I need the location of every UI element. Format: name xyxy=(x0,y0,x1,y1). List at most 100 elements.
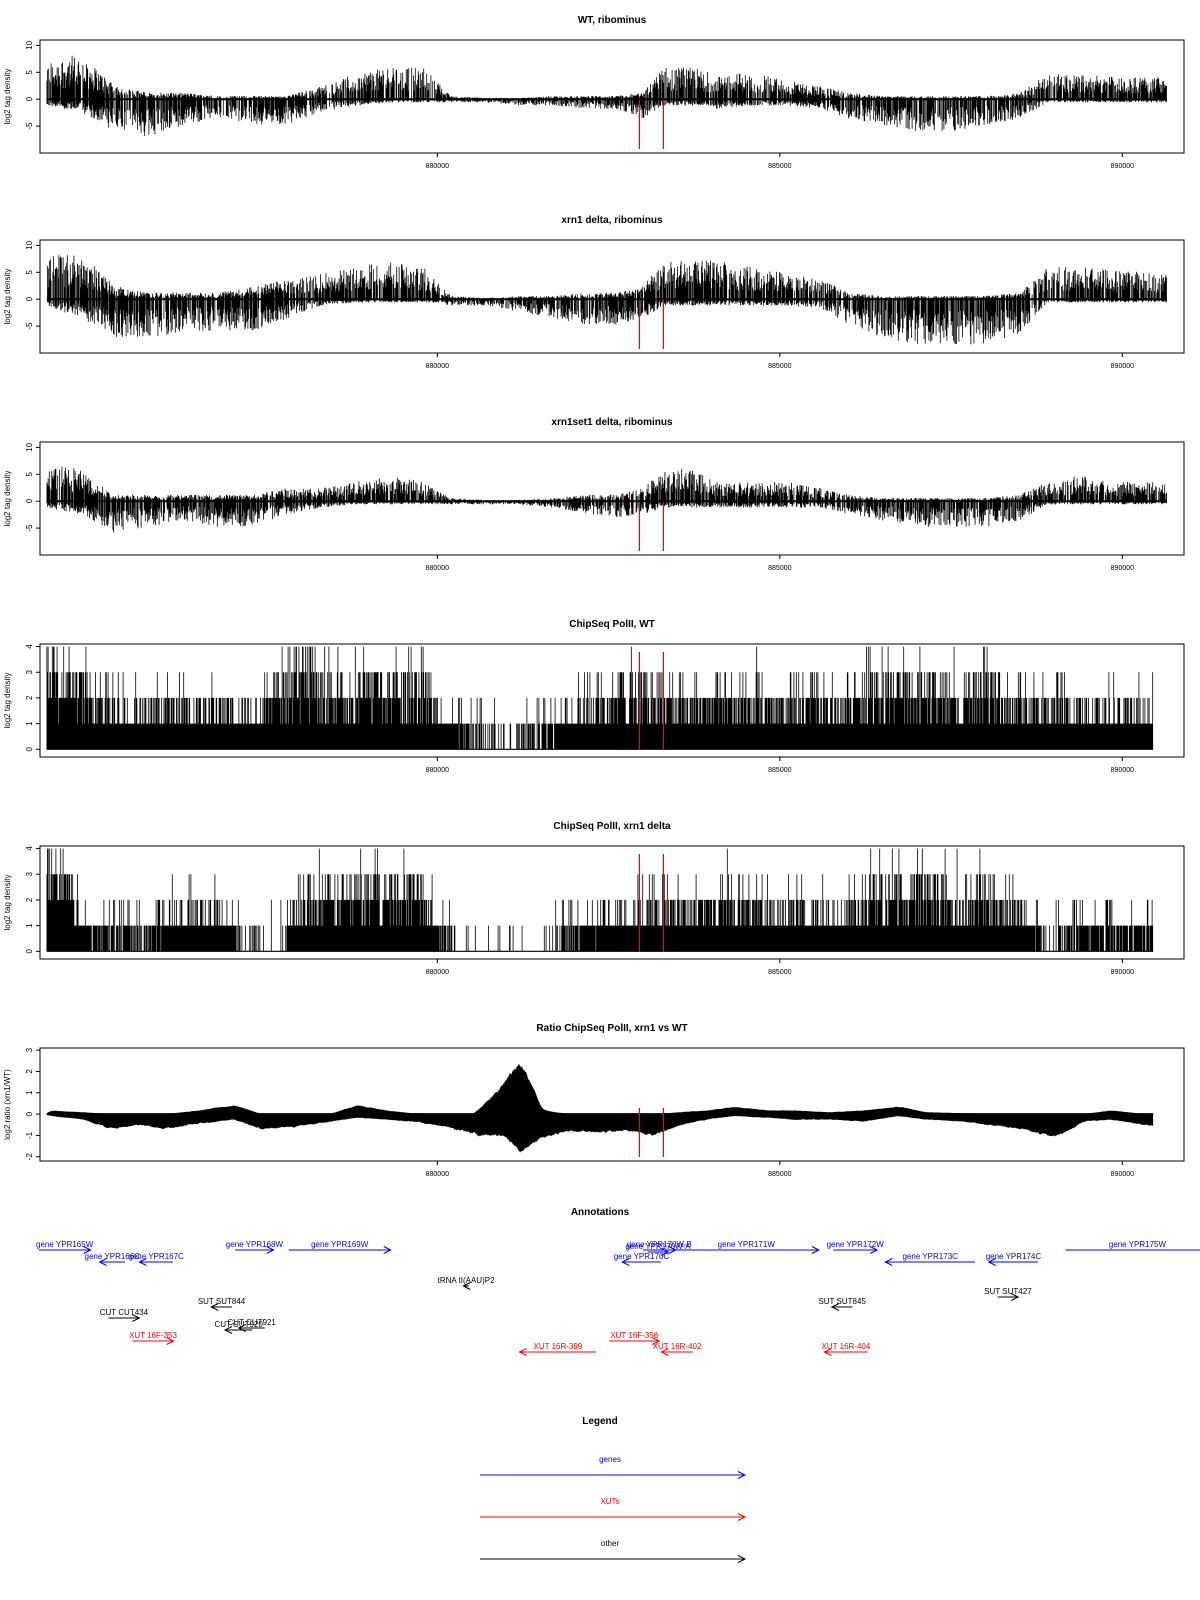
feature-label: gene YPR170W-B xyxy=(627,1240,692,1249)
x-tick-label: 880000 xyxy=(426,969,449,976)
feature-label: SUT SUT427 xyxy=(984,1287,1032,1296)
feature-arrow-head xyxy=(987,1258,996,1266)
feature-arrow-head xyxy=(83,1246,92,1254)
plot-frame xyxy=(39,643,1185,758)
panel-title: Ratio ChipSeq PolII, xrn1 vs WT xyxy=(536,1023,687,1034)
y-tick-label: -5 xyxy=(25,122,34,130)
x-tick-label: 890000 xyxy=(1111,565,1134,572)
annotation-feature: gene YPR175W xyxy=(1065,1240,1200,1251)
plot-frame xyxy=(39,1047,1185,1162)
plot-frame xyxy=(39,239,1185,354)
annotation-feature: gene YPR168W xyxy=(226,1240,283,1254)
legend-entries: genes XUTs other xyxy=(480,1455,747,1563)
y-tick-label: 5 xyxy=(25,70,34,75)
feature-arrow-head xyxy=(383,1246,392,1254)
plot-frame xyxy=(39,441,1185,556)
legend-entry-arrow xyxy=(737,1471,747,1479)
feature-label: gene YPR171W xyxy=(718,1240,776,1249)
annotation-feature: gene YPR165W xyxy=(36,1240,94,1254)
annotation-feature: tRNA tI(AAU)P2 xyxy=(438,1276,495,1290)
feature-label: tRNA tI(AAU)P2 xyxy=(438,1276,495,1285)
feature-arrow-head xyxy=(1010,1293,1020,1301)
feature-label: XUT 16R-404 xyxy=(822,1342,871,1351)
x-tick-label: 880000 xyxy=(426,363,449,370)
plot-frame xyxy=(39,845,1185,960)
feature-label: gene YPR165W xyxy=(36,1240,94,1249)
feature-label: XUT 16F-353 xyxy=(129,1331,177,1340)
annotation-feature: gene YPR173C xyxy=(884,1252,976,1266)
x-tick-label: 885000 xyxy=(768,767,791,774)
y-tick-label: -2 xyxy=(25,1153,34,1161)
feature-label: SUT SUT844 xyxy=(198,1297,246,1306)
feature-arrow-head xyxy=(462,1282,471,1290)
legend: Legend genes XUTs other xyxy=(480,1416,747,1563)
panel-title: ChipSeq PolII, WT xyxy=(569,619,655,630)
feature-arrow-head xyxy=(210,1303,219,1311)
y-tick-label: 1 xyxy=(25,1090,34,1095)
y-axis-label: log2 tag density xyxy=(3,68,12,124)
annotation-feature: gene YPR166C xyxy=(85,1252,141,1266)
x-tick-label: 885000 xyxy=(768,363,791,370)
x-tick-label: 890000 xyxy=(1111,969,1134,976)
feature-label: gene YPR173C xyxy=(902,1252,958,1261)
track-panel: xrn1set1 delta, ribominus log2 tag densit… xyxy=(3,417,1185,572)
track-panel: xrn1 delta, ribominus log2 tag density -5 0… xyxy=(3,215,1185,370)
annotation-feature: gene YPR172W xyxy=(827,1240,885,1254)
annotation-feature: CUT CUT921 xyxy=(228,1318,277,1332)
series-profile xyxy=(46,255,1167,345)
x-tick-label: 890000 xyxy=(1111,767,1134,774)
annotation-feature: gene YPR167C xyxy=(128,1252,184,1266)
annotation-feature: CUT CUT920 xyxy=(215,1320,263,1334)
feature-label: SUT SUT845 xyxy=(818,1297,866,1306)
y-axis-label: log2 tag density xyxy=(3,874,12,930)
feature-label: gene YPR172W xyxy=(827,1240,885,1249)
track-panel: Ratio ChipSeq PolII, xrn1 vs WT log2 rati… xyxy=(3,1023,1185,1178)
y-tick-label: 10 xyxy=(25,40,34,49)
track-panel: WT, ribominus log2 tag density -5 0 5 10 88000… xyxy=(3,15,1185,170)
feature-label: CUT CUT921 xyxy=(228,1318,277,1327)
panel-title: WT, ribominus xyxy=(578,15,647,26)
annotation-feature: gene YPR169W xyxy=(288,1240,392,1254)
legend-entry: other xyxy=(480,1539,747,1563)
feature-label: XUT 16F-356 xyxy=(610,1331,658,1340)
annotation-feature: XUT 16R-399 xyxy=(518,1342,597,1356)
y-tick-label: 0 xyxy=(25,296,34,301)
y-axis-label: log2 tag density xyxy=(3,268,12,324)
annotation-feature: SUT SUT427 xyxy=(984,1287,1032,1301)
y-tick-label: 5 xyxy=(25,472,34,477)
series-profile xyxy=(46,1064,1154,1153)
y-tick-label: 1 xyxy=(25,721,34,726)
feature-label: gene YPR170W-A xyxy=(625,1242,691,1251)
annotation-feature: XUT 16R-404 xyxy=(822,1342,871,1356)
annotation-feature: SUT SUT844 xyxy=(198,1297,246,1311)
y-tick-label: 0 xyxy=(25,949,34,954)
feature-label: gene YPR175W xyxy=(1109,1240,1167,1249)
series-profile xyxy=(46,646,1154,750)
feature-arrow-head xyxy=(652,1337,661,1345)
panel-title: xrn1 delta, ribominus xyxy=(561,215,663,226)
y-tick-label: 2 xyxy=(25,897,34,902)
x-tick-label: 880000 xyxy=(426,1171,449,1178)
track-panel: ChipSeq PolII, xrn1 delta log2 tag densit… xyxy=(3,821,1185,976)
y-tick-label: 0 xyxy=(25,1111,34,1116)
x-tick-label: 885000 xyxy=(768,969,791,976)
x-tick-label: 890000 xyxy=(1111,163,1134,170)
feature-label: gene YPR166C xyxy=(85,1252,141,1261)
feature-arrow-head xyxy=(518,1348,527,1356)
data-bars xyxy=(46,1064,1154,1153)
series-profile xyxy=(46,466,1167,533)
feature-label: gene YPR170C xyxy=(614,1252,670,1261)
y-axis-label: log2 tag density xyxy=(3,672,12,728)
y-tick-label: 4 xyxy=(25,644,34,649)
y-tick-label: 1 xyxy=(25,923,34,928)
y-tick-label: -5 xyxy=(25,524,34,532)
y-axis-label: log2 tag density xyxy=(3,470,12,526)
annotation-feature: gene YPR170W-A xyxy=(625,1242,691,1256)
y-tick-label: 0 xyxy=(25,498,34,503)
data-bars xyxy=(46,55,1167,136)
x-tick-label: 880000 xyxy=(426,163,449,170)
